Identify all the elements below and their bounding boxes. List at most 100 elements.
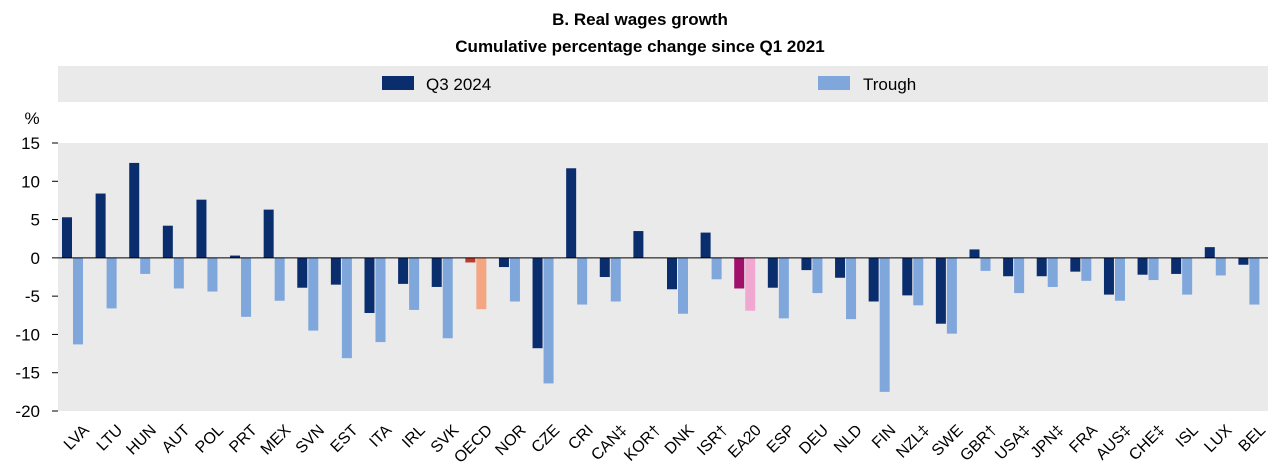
bar-trough-prt [241, 257, 252, 317]
legend-swatch-q3 [382, 76, 414, 90]
y-axis: 15 10 5 0 -5 -10 -15 -20 [15, 134, 58, 421]
x-tick-label: ITA [366, 422, 395, 451]
x-tick-label: CHE‡ [1126, 422, 1168, 464]
bar-trough-irl [409, 257, 420, 310]
chart-title: B. Real wages growth [552, 10, 728, 29]
bar-q3-irl [398, 257, 409, 284]
bar-trough-cri [577, 257, 588, 305]
bar-trough-gbr [980, 257, 991, 271]
bar-trough-nld [846, 257, 857, 320]
x-tick-label: POL [192, 422, 227, 457]
bar-q3-bel [1238, 257, 1249, 265]
bar-q3-fra [1070, 257, 1081, 272]
x-tick-label: DEU [796, 422, 832, 458]
bar-q3-oecd [465, 257, 476, 263]
bar-trough-bel [1249, 257, 1260, 305]
y-tick-label: 0 [31, 249, 40, 268]
bar-q3-lva [62, 217, 72, 258]
x-tick-label: OECD [451, 422, 496, 467]
bar-q3-ea20 [734, 257, 745, 289]
bar-q3-cri [566, 168, 577, 258]
bar-trough-isr [711, 257, 722, 280]
bars [62, 162, 1260, 392]
x-tick-label: IRL [399, 422, 429, 452]
x-tick-label: HUN [123, 422, 160, 459]
plot-area [58, 143, 1268, 411]
bar-q3-deu [801, 257, 812, 271]
bar-q3-ita [364, 257, 375, 313]
bar-trough-nor [509, 257, 520, 302]
x-tick-label: NLD [831, 422, 866, 457]
x-tick-label: LTU [94, 422, 127, 455]
x-tick-label: EST [328, 422, 362, 456]
bar-q3-svk [431, 257, 442, 287]
x-tick-label: ISL [1173, 422, 1202, 451]
x-tick-label: AUS‡ [1093, 422, 1135, 464]
x-tick-label: JPN‡ [1028, 422, 1068, 462]
bar-trough-pol [207, 257, 218, 292]
x-tick-label: AUT [159, 422, 194, 457]
bar-trough-svn [308, 257, 319, 331]
x-tick-label: PRT [226, 422, 261, 457]
y-tick-label: 5 [31, 211, 40, 230]
bar-q3-ltu [95, 193, 106, 258]
bar-trough-mex [274, 257, 285, 301]
x-tick-label: DNK [662, 422, 698, 458]
bar-trough-nzl [913, 257, 924, 306]
bar-q3-aut [162, 225, 173, 258]
x-tick-label: LVA [61, 422, 93, 454]
bar-q3-usa [1003, 257, 1014, 277]
bar-trough-esp [778, 257, 789, 319]
x-tick-label: MEX [258, 422, 295, 459]
bar-trough-lux [1215, 257, 1226, 276]
bar-q3-nzl [902, 257, 913, 296]
bar-q3-hun [129, 162, 140, 258]
x-tick-label: ESP [764, 422, 799, 457]
bar-trough-lva [73, 257, 83, 345]
legend-label-trough: Trough [863, 75, 916, 94]
x-tick-label: ISR† [694, 422, 731, 459]
x-tick-label: GBR† [957, 422, 1000, 465]
bar-trough-ea20 [745, 257, 756, 311]
bar-trough-jpn [1047, 257, 1058, 287]
bar-trough-aut [173, 257, 184, 289]
bar-trough-cze [543, 257, 554, 384]
bar-q3-aus [1103, 257, 1114, 295]
legend-swatch-trough [818, 76, 850, 90]
bar-q3-est [330, 257, 341, 285]
bar-trough-can [610, 257, 621, 302]
bar-q3-can [599, 257, 610, 277]
x-tick-label: USA‡ [992, 422, 1034, 464]
bar-q3-jpn [1036, 257, 1047, 277]
bar-trough-aus [1114, 257, 1125, 301]
bar-q3-svn [297, 257, 308, 288]
bar-q3-gbr [969, 249, 980, 258]
y-tick-label: 15 [21, 134, 40, 153]
bar-trough-deu [812, 257, 823, 294]
y-tick-label: -15 [15, 364, 40, 383]
y-tick-label: -10 [15, 325, 40, 344]
bar-q3-fin [868, 257, 879, 302]
legend-box [58, 66, 1268, 102]
x-tick-label: CZE [529, 422, 564, 457]
bar-q3-mex [263, 209, 274, 258]
bar-q3-pol [196, 199, 207, 258]
x-tick-label: NOR [492, 422, 529, 459]
bar-q3-isr [700, 232, 711, 258]
bar-q3-che [1137, 257, 1148, 275]
bar-q3-swe [935, 257, 946, 324]
bar-trough-fin [879, 257, 890, 392]
bar-trough-ltu [106, 257, 117, 309]
y-tick-label: -20 [15, 402, 40, 421]
bar-trough-dnk [678, 257, 688, 314]
x-tick-label: KOR† [621, 422, 664, 465]
bar-trough-ita [375, 257, 386, 343]
bar-q3-isl [1171, 257, 1182, 274]
bar-q3-kor [633, 231, 644, 258]
bar-trough-swe [946, 257, 957, 334]
y-axis-unit: % [24, 109, 39, 128]
x-tick-label: LUX [1201, 422, 1235, 456]
x-tick-label: CAN‡ [588, 422, 630, 464]
